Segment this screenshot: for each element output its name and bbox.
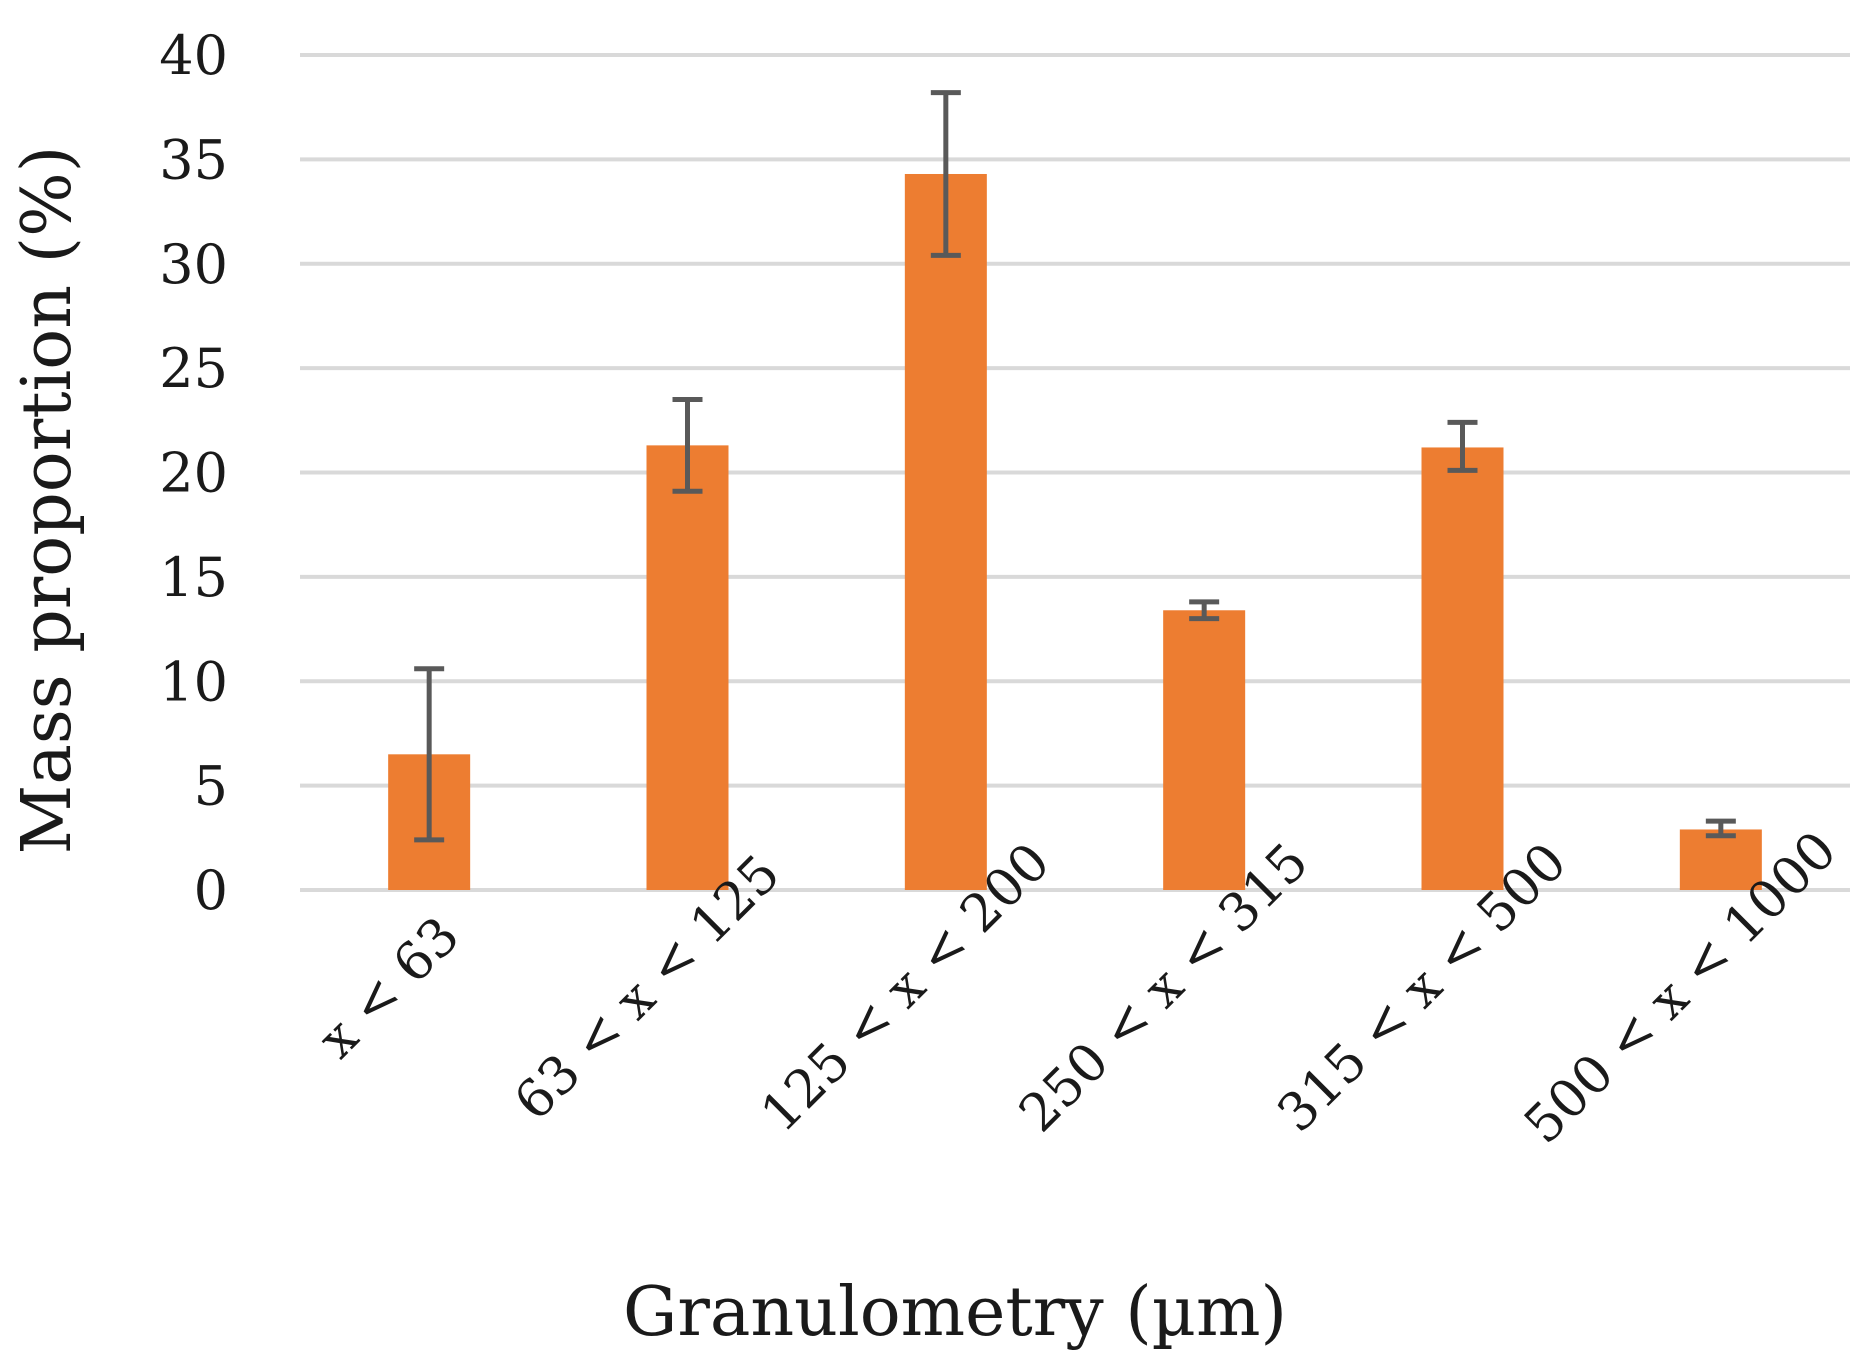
bar — [904, 173, 987, 891]
bar — [1679, 829, 1762, 890]
error-bar — [1447, 419, 1478, 473]
y-axis-title: Mass proportion (%) — [8, 146, 87, 855]
y-tick-label: 15 — [159, 546, 228, 609]
y-tick-label: 20 — [159, 442, 228, 505]
error-bar — [414, 666, 445, 843]
bar — [1421, 447, 1504, 890]
y-tick-label: 5 — [194, 755, 228, 818]
error-bar — [1189, 599, 1220, 622]
error-bars — [414, 90, 1736, 843]
x-axis-title: Granulometry (µm) — [623, 1273, 1287, 1352]
y-tick-label: 40 — [159, 24, 228, 87]
y-axis-ticks: 0 5 10 15 20 25 30 35 40 — [159, 24, 228, 922]
gridlines — [300, 53, 1850, 892]
bar — [1163, 610, 1246, 890]
error-bar — [930, 90, 961, 258]
error-bar — [1705, 818, 1736, 839]
y-tick-label: 35 — [159, 128, 228, 191]
y-tick-label: 10 — [159, 650, 228, 713]
bar — [646, 445, 729, 890]
y-tick-label: 0 — [194, 859, 228, 922]
x-category-label: x < 63 — [307, 906, 471, 1070]
bars — [388, 173, 1762, 891]
error-bar — [672, 396, 703, 494]
y-tick-label: 25 — [159, 337, 228, 400]
y-tick-label: 30 — [159, 233, 228, 296]
